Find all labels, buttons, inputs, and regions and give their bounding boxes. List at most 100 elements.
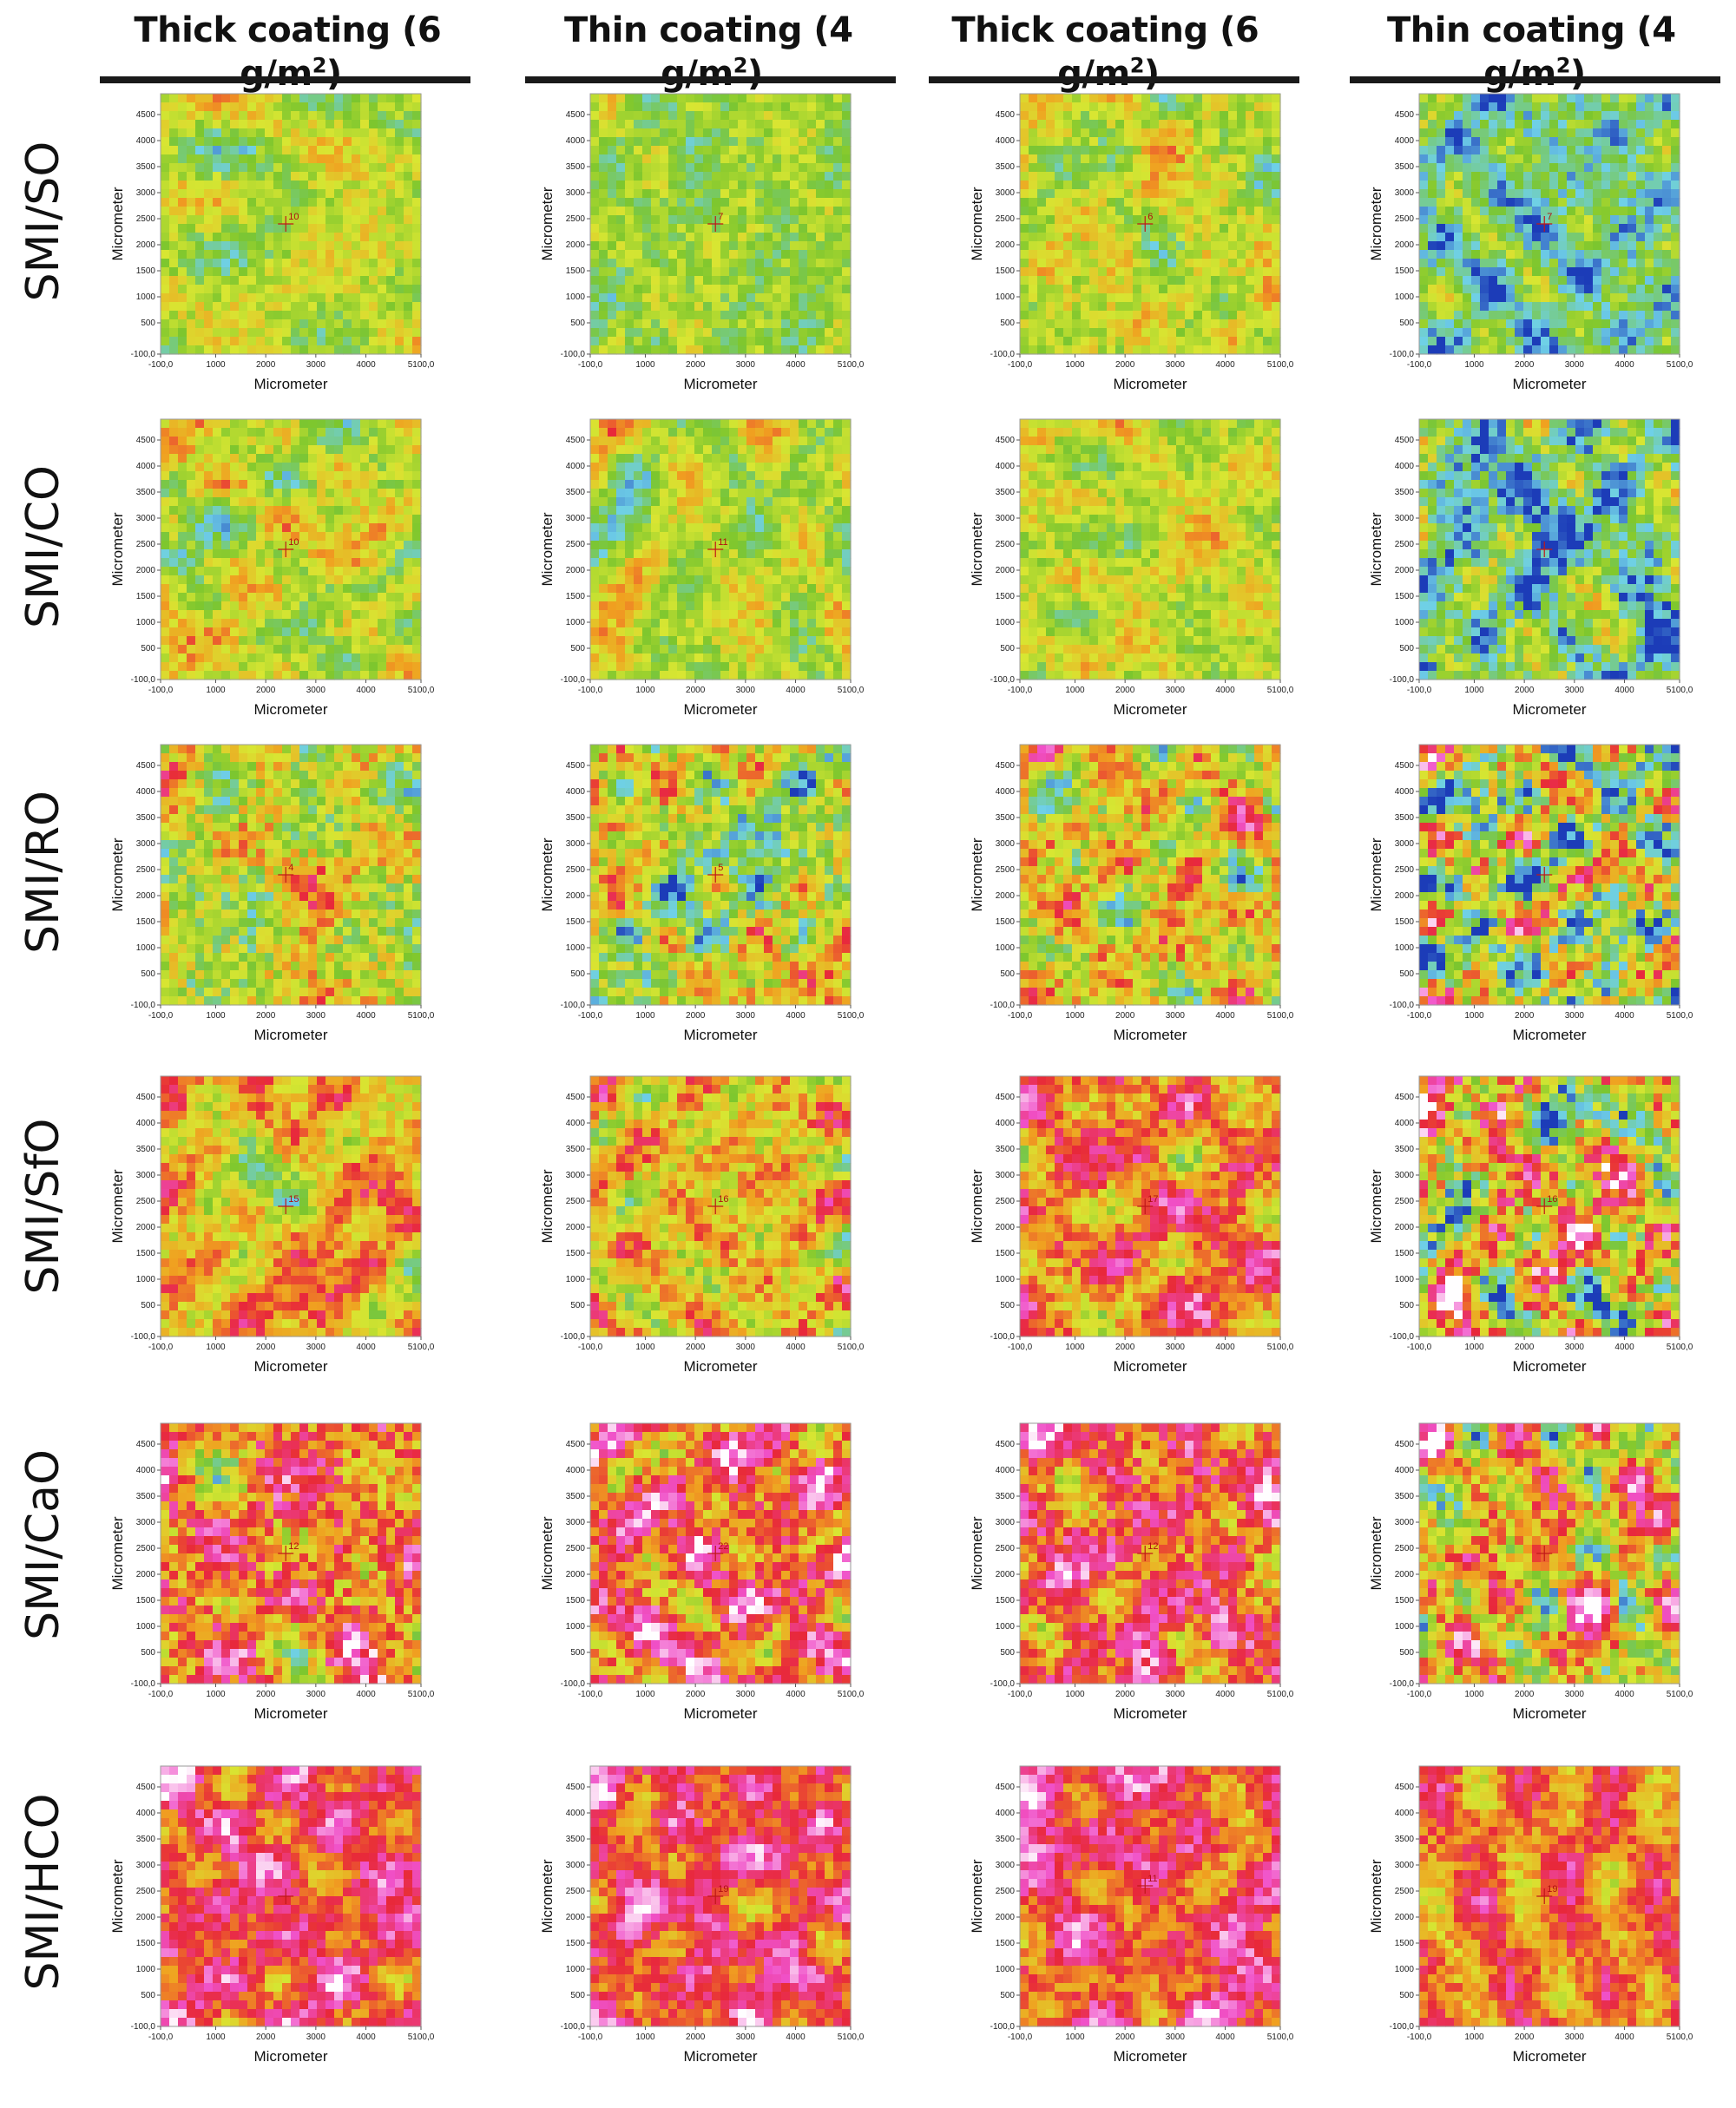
crosshair-marker-label: 11 [1147, 1874, 1157, 1884]
x-axis-label: Micrometer [1512, 2048, 1586, 2065]
y-tick-label: 500 [1399, 1991, 1414, 2000]
x-axis-label: Micrometer [683, 376, 757, 392]
x-axis-label: Micrometer [253, 2048, 327, 2065]
x-tick-label: 5100,0 [1667, 686, 1693, 695]
y-tick-label: 2000 [566, 1223, 586, 1232]
x-tick-label: 3000 [1166, 1343, 1186, 1352]
y-tick-label: 4500 [996, 761, 1016, 771]
x-tick-label: 3000 [736, 1690, 756, 1699]
crosshair-marker [707, 542, 724, 557]
x-axis-label: Micrometer [683, 701, 757, 718]
plot-frame [589, 1765, 852, 2027]
y-tick-label: -100,0 [131, 2022, 156, 2032]
x-tick-label: 1000 [1464, 1011, 1484, 1021]
x-tick-label: 1000 [1065, 1343, 1085, 1352]
x-tick-label: 2000 [1115, 686, 1135, 695]
heatmap-panel-smi-so-col1: -100,0 1000 2000 3000 4000 5100,0 -100,0 500 100… [109, 93, 435, 392]
x-tick-label: 4000 [1215, 1343, 1235, 1352]
y-tick-label: 500 [141, 1301, 155, 1310]
x-tick-label: 5100,0 [1267, 360, 1294, 370]
y-tick-label: 3000 [996, 839, 1016, 849]
y-tick-label: 3500 [996, 488, 1016, 497]
x-tick-label: 1000 [1464, 686, 1484, 695]
y-tick-label: 4000 [136, 787, 156, 797]
y-tick-label: 3000 [996, 188, 1016, 198]
y-tick-label: 4500 [1395, 761, 1415, 771]
heatmap-field [161, 1076, 422, 1337]
crosshair-marker [278, 867, 294, 883]
x-tick-label: 3000 [1166, 1690, 1186, 1699]
y-tick-label: 1000 [996, 1275, 1016, 1284]
crosshair-marker [707, 1546, 724, 1561]
x-tick-label: 2000 [686, 1690, 706, 1699]
y-tick-label: 4500 [996, 1783, 1016, 1792]
y-tick-label: 3000 [566, 514, 586, 523]
y-tick-label: 1000 [996, 943, 1016, 953]
crosshair-marker [707, 1198, 724, 1214]
plot-frame [589, 1075, 852, 1337]
crosshair-marker-label: 6 [1147, 212, 1153, 222]
x-tick-label: 4000 [1215, 1011, 1235, 1021]
y-tick-label: 1500 [996, 266, 1016, 276]
x-tick-label: 2000 [686, 360, 706, 370]
y-tick-label: -100,0 [561, 2022, 586, 2032]
x-tick-label: -100,0 [578, 1011, 603, 1021]
x-tick-label: 1000 [206, 360, 226, 370]
y-tick-label: 2500 [1395, 1544, 1415, 1553]
y-tick-label: 1000 [1395, 943, 1415, 953]
x-tick-label: 2000 [1515, 1690, 1535, 1699]
y-tick-label: 2500 [1395, 540, 1415, 549]
x-tick-label: 2000 [256, 686, 276, 695]
y-tick-label: 3000 [996, 1171, 1016, 1180]
x-tick-label: 5100,0 [1267, 686, 1294, 695]
x-axis-label: Micrometer [1113, 1358, 1187, 1375]
y-tick-label: 2000 [136, 891, 156, 901]
x-tick-label: 4000 [1614, 686, 1634, 695]
y-tick-label: 1000 [136, 1622, 156, 1632]
y-tick-label: 4500 [996, 436, 1016, 445]
x-axis-label: Micrometer [253, 1705, 327, 1722]
y-tick-label: 3000 [996, 1861, 1016, 1870]
x-tick-label: -100,0 [148, 1011, 174, 1021]
crosshair-marker [1137, 1546, 1154, 1561]
x-tick-label: 3000 [736, 1011, 756, 1021]
y-tick-label: -100,0 [1390, 1332, 1415, 1342]
y-axis-label: Micrometer [109, 1859, 126, 1933]
y-tick-label: 3500 [996, 1492, 1016, 1501]
y-tick-label: 2000 [1395, 1223, 1415, 1232]
plot-frame [589, 744, 852, 1006]
x-tick-label: 3000 [1565, 1690, 1585, 1699]
x-tick-label: -100,0 [1407, 1011, 1432, 1021]
y-tick-label: 1500 [1395, 1596, 1415, 1606]
x-tick-label: 3000 [306, 686, 326, 695]
x-tick-label: 4000 [1215, 2032, 1235, 2042]
y-tick-label: 500 [570, 318, 585, 328]
y-tick-label: 2000 [996, 1913, 1016, 1922]
x-axis-label: Micrometer [1113, 1705, 1187, 1722]
plot-frame [160, 744, 422, 1006]
y-axis-label: Micrometer [969, 1859, 985, 1933]
y-tick-label: 4000 [566, 462, 586, 471]
crosshair-marker-label: 16 [1547, 1194, 1557, 1205]
x-tick-label: 5100,0 [1667, 1011, 1693, 1021]
y-tick-label: 4500 [566, 1093, 586, 1102]
x-tick-label: -100,0 [1407, 360, 1432, 370]
x-tick-label: 1000 [1065, 360, 1085, 370]
y-tick-label: 3000 [1395, 514, 1415, 523]
y-tick-label: 3000 [136, 514, 156, 523]
y-tick-label: 4000 [566, 136, 586, 146]
y-tick-label: -100,0 [561, 350, 586, 359]
heatmap-field [590, 1423, 852, 1684]
plot-frame [1019, 1422, 1281, 1684]
y-tick-label: 4000 [1395, 136, 1415, 146]
x-tick-label: 3000 [1166, 2032, 1186, 2042]
x-tick-label: 1000 [635, 1690, 655, 1699]
y-tick-label: 4000 [996, 462, 1016, 471]
crosshair-marker [278, 216, 294, 232]
x-tick-label: 1000 [206, 1011, 226, 1021]
y-tick-label: 2500 [566, 540, 586, 549]
y-tick-label: 500 [141, 1991, 155, 2000]
x-axis-label: Micrometer [1512, 376, 1586, 392]
y-tick-label: 1000 [1395, 618, 1415, 627]
heatmap-panel-smi-hco-col2: -100,0 1000 2000 3000 4000 5100,0 -100,0 500 100… [539, 1765, 865, 2065]
